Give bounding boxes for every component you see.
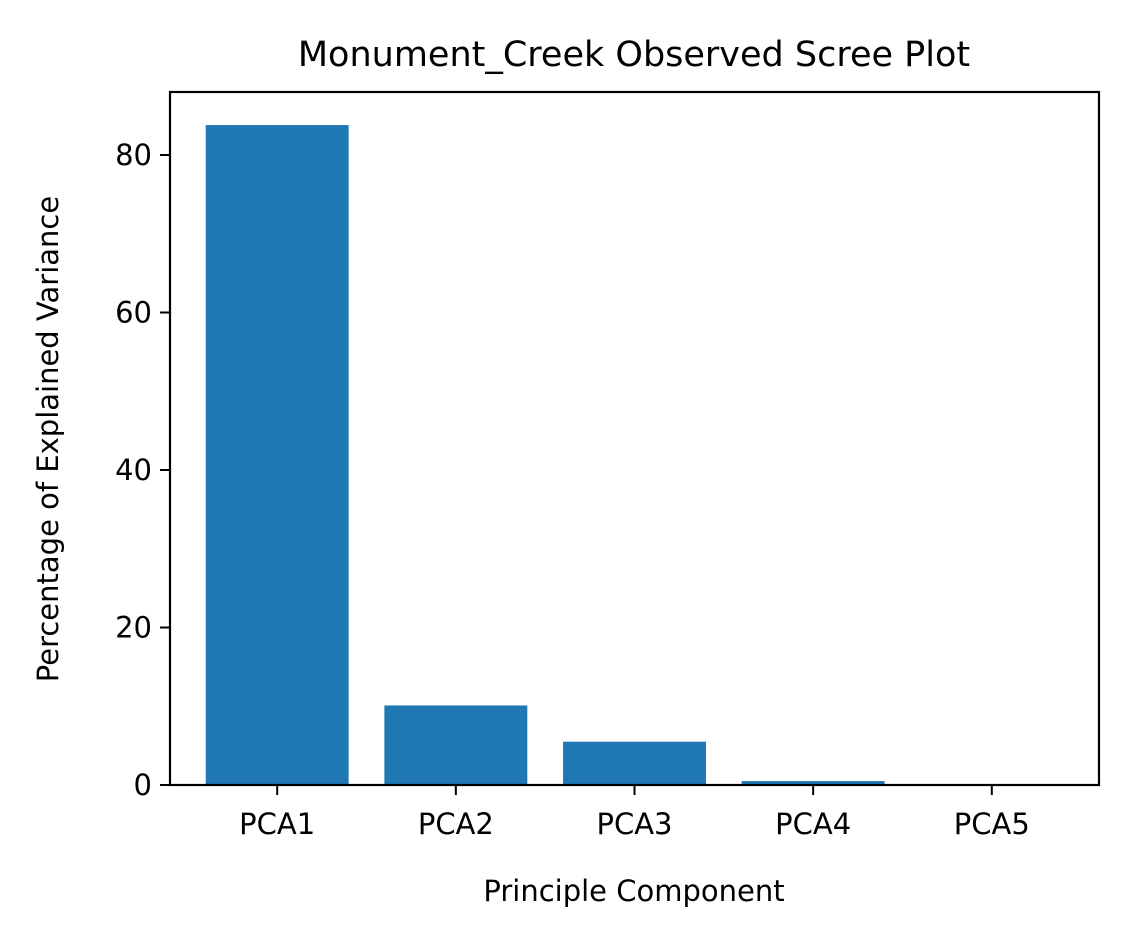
y-tick-label: 40 (115, 453, 152, 487)
x-axis-ticks: PCA1 PCA2 PCA3 PCA4 PCA5 (239, 785, 1030, 841)
x-tick-label: PCA3 (596, 807, 672, 841)
bar-pca3 (563, 741, 706, 785)
x-tick-label: PCA4 (775, 807, 851, 841)
x-tick-label: PCA2 (418, 807, 494, 841)
y-tick-label: 20 (115, 611, 152, 645)
plot-frame (168, 90, 1101, 787)
x-tick-label: PCA1 (239, 807, 315, 841)
bars-group (205, 125, 1064, 785)
bar-pca1 (205, 125, 349, 785)
y-axis-title: Percentage of Explained Variance (31, 196, 65, 682)
x-axis-title: Principle Component (483, 874, 784, 908)
chart-title: Monument_Creek Observed Scree Plot (298, 35, 970, 75)
x-tick-label: PCA5 (954, 807, 1030, 841)
bar-pca2 (384, 705, 528, 785)
y-tick-label: 0 (134, 768, 152, 802)
y-axis-ticks: 0 20 40 60 80 (115, 138, 170, 802)
y-tick-label: 60 (115, 296, 152, 330)
bar-pca4 (741, 781, 885, 785)
y-tick-label: 80 (115, 138, 152, 172)
